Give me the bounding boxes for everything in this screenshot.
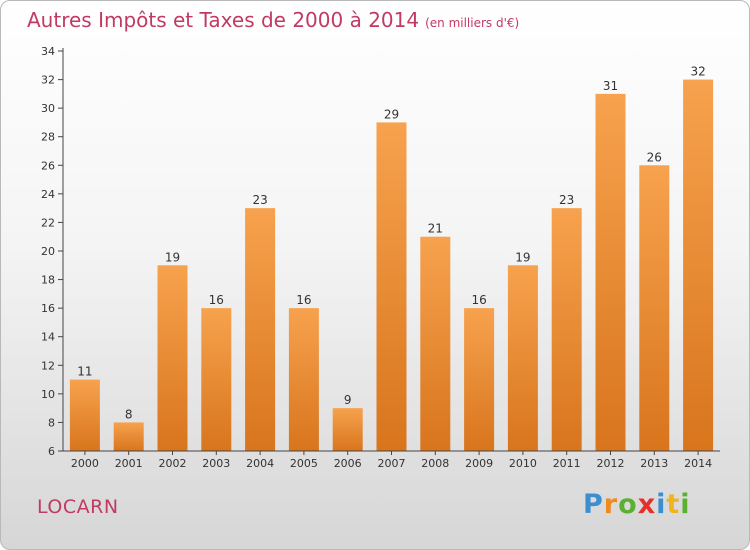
logo-letter-3: x — [637, 489, 657, 520]
bar-2002 — [157, 265, 188, 451]
data-label-2006: 9 — [344, 393, 352, 407]
bar-2008 — [420, 236, 451, 451]
x-tick-label-2007: 2007 — [378, 457, 406, 470]
x-tick-label-2012: 2012 — [597, 457, 625, 470]
data-label-2009: 16 — [471, 293, 486, 307]
y-tick-label-16: 16 — [41, 302, 55, 315]
logo-letter-2: o — [618, 489, 638, 520]
data-label-2007: 29 — [384, 107, 399, 121]
x-tick-label-2001: 2001 — [115, 457, 143, 470]
x-tick-label-2005: 2005 — [290, 457, 318, 470]
y-tick-label-6: 6 — [48, 445, 55, 458]
y-tick-label-18: 18 — [41, 274, 55, 287]
y-tick-label-12: 12 — [41, 359, 55, 372]
x-tick-label-2002: 2002 — [159, 457, 187, 470]
bar-2005 — [288, 308, 319, 451]
data-label-2014: 32 — [690, 65, 705, 79]
logo-letter-0: P — [583, 489, 604, 520]
data-label-2011: 23 — [559, 193, 574, 207]
y-tick-label-8: 8 — [48, 416, 55, 429]
chart-title: Autres Impôts et Taxes de 2000 à 2014 (en… — [27, 8, 519, 32]
bar-2001 — [113, 422, 144, 451]
data-label-2003: 16 — [209, 293, 224, 307]
chart-title-main: Autres Impôts et Taxes de 2000 à 2014 — [27, 8, 420, 32]
x-tick-label-2004: 2004 — [246, 457, 274, 470]
bar-2012 — [595, 93, 626, 451]
y-tick-label-28: 28 — [41, 131, 55, 144]
data-label-2001: 8 — [125, 407, 133, 421]
data-label-2008: 21 — [428, 222, 443, 236]
logo-letter-1: r — [603, 489, 619, 520]
data-label-2013: 26 — [647, 150, 662, 164]
bar-2013 — [639, 165, 670, 452]
data-label-2005: 16 — [296, 293, 311, 307]
bar-2004 — [245, 208, 276, 451]
bar-2006 — [332, 408, 363, 451]
x-tick-label-2008: 2008 — [421, 457, 449, 470]
proxiti-logo: Proxiti — [583, 489, 691, 520]
y-tick-label-14: 14 — [41, 331, 55, 344]
x-tick-label-2013: 2013 — [640, 457, 668, 470]
bar-2007 — [376, 122, 407, 451]
y-tick-label-22: 22 — [41, 216, 55, 229]
logo-letter-6: i — [680, 489, 691, 520]
data-label-2004: 23 — [252, 193, 267, 207]
y-tick-label-32: 32 — [41, 74, 55, 87]
commune-name: LOCARN — [37, 496, 119, 518]
chart-title-unit: (en milliers d'€) — [425, 16, 520, 30]
bar-2014 — [683, 79, 714, 452]
y-tick-label-26: 26 — [41, 159, 55, 172]
data-label-2002: 19 — [165, 250, 180, 264]
bar-2000 — [69, 379, 100, 451]
x-tick-label-2003: 2003 — [202, 457, 230, 470]
bar-2003 — [201, 308, 232, 451]
x-tick-label-2014: 2014 — [684, 457, 712, 470]
data-label-2010: 19 — [515, 250, 530, 264]
y-tick-label-30: 30 — [41, 102, 55, 115]
y-tick-label-34: 34 — [41, 45, 55, 58]
data-label-2012: 31 — [603, 79, 618, 93]
bar-2009 — [464, 308, 495, 451]
y-tick-label-24: 24 — [41, 188, 55, 201]
bar-2010 — [507, 265, 538, 451]
x-tick-label-2000: 2000 — [71, 457, 99, 470]
x-tick-label-2009: 2009 — [465, 457, 493, 470]
x-tick-label-2011: 2011 — [553, 457, 581, 470]
data-label-2000: 11 — [77, 365, 92, 379]
y-tick-label-20: 20 — [41, 245, 55, 258]
bar-2011 — [551, 208, 582, 451]
x-tick-label-2010: 2010 — [509, 457, 537, 470]
logo-letter-5: t — [666, 489, 681, 520]
x-tick-label-2006: 2006 — [334, 457, 362, 470]
y-tick-label-10: 10 — [41, 388, 55, 401]
logo-letter-4: i — [656, 489, 667, 520]
